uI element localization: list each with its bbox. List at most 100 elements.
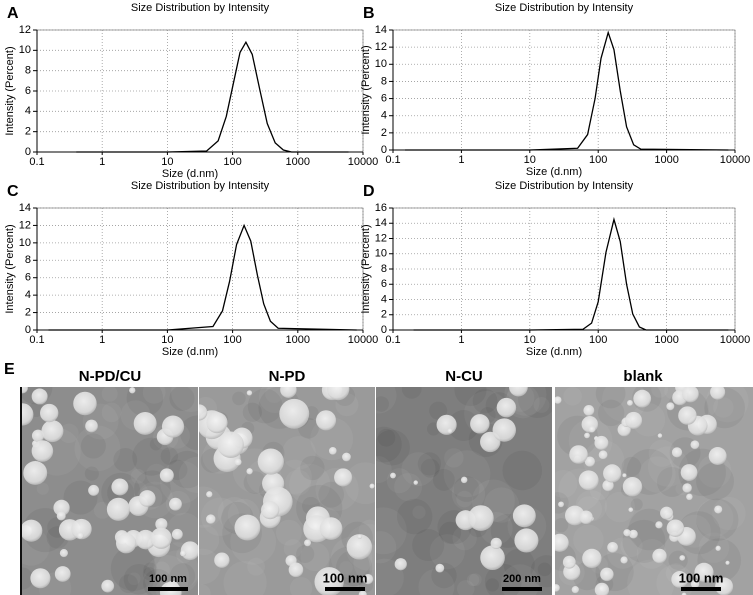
texture — [537, 562, 552, 577]
particle — [627, 400, 633, 406]
y-tick-label: 12 — [19, 219, 31, 231]
particle — [690, 579, 700, 589]
texture — [126, 387, 164, 417]
particle — [319, 517, 343, 540]
plot-frame — [392, 29, 736, 151]
particle — [129, 387, 136, 394]
texture — [223, 561, 267, 595]
particle — [369, 483, 375, 489]
particle — [246, 468, 253, 475]
texture — [199, 524, 220, 556]
texture — [468, 573, 482, 587]
texture — [431, 562, 457, 589]
texture — [199, 583, 211, 595]
texture — [696, 498, 739, 542]
texture — [712, 496, 746, 531]
particle — [31, 388, 48, 405]
particle — [681, 592, 687, 595]
particle — [288, 562, 304, 578]
texture — [285, 469, 311, 496]
image-title: blank — [623, 368, 663, 385]
y-tick-label: 2 — [381, 309, 387, 321]
texture — [169, 387, 195, 411]
particle — [257, 448, 284, 475]
texture — [698, 532, 730, 563]
y-tick-label: 14 — [19, 202, 31, 214]
scale-bar-label: 100 nm — [323, 570, 368, 585]
texture — [451, 477, 486, 511]
y-tick-label: 8 — [25, 254, 31, 266]
x-tick-label: 1 — [458, 334, 464, 346]
particle — [622, 476, 643, 497]
texture — [247, 388, 283, 424]
texture — [417, 452, 442, 476]
particle — [328, 447, 337, 455]
texture — [142, 387, 166, 404]
x-tick-label: 1 — [99, 334, 105, 346]
particle — [628, 529, 638, 539]
particle — [159, 468, 174, 483]
particle — [315, 410, 337, 431]
particle — [23, 461, 48, 485]
particle — [666, 519, 685, 537]
texture — [110, 545, 156, 591]
particle — [85, 419, 98, 433]
particle — [679, 555, 686, 561]
particle — [22, 387, 28, 394]
texture — [153, 561, 170, 578]
y-tick-label: 0 — [25, 146, 31, 158]
particle — [171, 528, 183, 540]
scale-bar — [148, 587, 188, 591]
texture — [132, 437, 171, 476]
texture — [93, 501, 111, 519]
particle — [468, 505, 494, 531]
particle — [496, 397, 517, 418]
particle — [279, 398, 310, 429]
particle — [304, 539, 312, 547]
texture — [344, 462, 375, 505]
y-tick-label: 14 — [375, 217, 387, 229]
panel-label: D — [363, 183, 375, 200]
texture — [376, 456, 392, 484]
texture — [448, 410, 480, 442]
x-tick-label: 10 — [524, 334, 536, 346]
panel-label: C — [7, 183, 19, 200]
particle — [71, 518, 92, 540]
particle — [660, 506, 674, 520]
scale-bar-label: 100 nm — [149, 573, 187, 585]
texture — [572, 561, 602, 591]
texture — [101, 387, 118, 402]
particle — [671, 447, 683, 458]
particle — [111, 478, 129, 496]
y-tick-label: 4 — [381, 110, 387, 122]
particle — [88, 484, 100, 496]
particle — [594, 435, 609, 450]
scale-bar-label: 200 nm — [503, 573, 541, 585]
y-tick-label: 10 — [375, 58, 387, 70]
y-tick-label: 6 — [25, 272, 31, 284]
particle — [435, 563, 445, 573]
y-tick-label: 4 — [25, 289, 31, 301]
texture — [22, 567, 34, 590]
particle — [583, 404, 595, 416]
particle — [460, 476, 468, 484]
particle — [598, 450, 608, 460]
texture — [627, 559, 675, 595]
particle — [602, 479, 614, 492]
texture — [119, 574, 138, 594]
texture — [563, 387, 582, 406]
particle — [234, 514, 261, 541]
x-tick-label: 0.1 — [385, 154, 400, 166]
x-axis-label: Size (d.nm) — [162, 346, 218, 358]
size-curve — [413, 216, 729, 331]
x-axis-label: Size (d.nm) — [526, 166, 582, 178]
texture — [503, 548, 535, 580]
texture — [631, 403, 666, 437]
x-tick-label: 0.1 — [29, 334, 44, 346]
texture — [199, 486, 224, 528]
particle — [490, 537, 502, 549]
particle — [53, 499, 70, 517]
particle — [362, 574, 374, 585]
texture — [555, 518, 569, 533]
y-tick-label: 4 — [381, 293, 387, 305]
